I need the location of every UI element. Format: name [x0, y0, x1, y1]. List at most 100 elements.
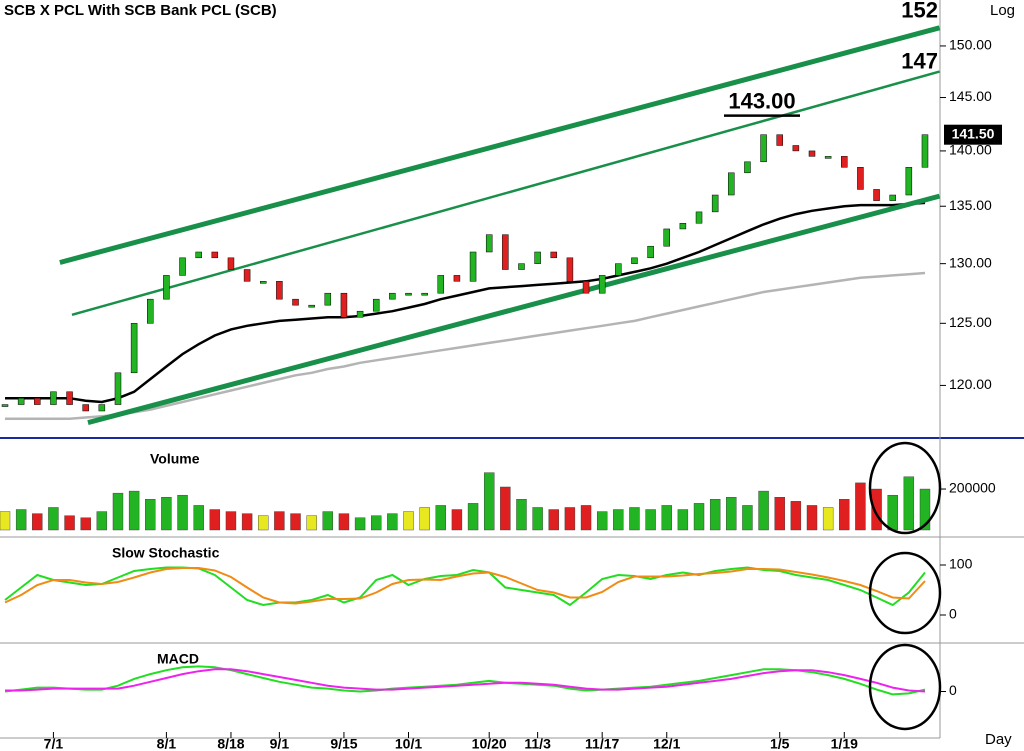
y-tick-label: 200000: [949, 480, 996, 496]
volume-bar: [661, 505, 672, 531]
x-tick-label: 11/3: [524, 736, 551, 751]
candle: [389, 292, 396, 300]
volume-bar: [564, 507, 576, 531]
candle: [695, 211, 703, 224]
candle: [50, 391, 57, 405]
x-tick-label: 7/1: [44, 736, 64, 751]
volume-bar: [903, 476, 915, 531]
y-tick-label: 0: [949, 606, 957, 622]
trendline: [71, 70, 940, 317]
y-tick-label: 150.00: [949, 37, 992, 53]
x-tick-label: 8/1: [157, 736, 177, 751]
scale-label: Log: [990, 2, 1015, 19]
volume-bar: [0, 511, 11, 531]
y-tick-label: 120.00: [949, 376, 992, 392]
volume-bar: [467, 503, 479, 531]
indicator-line: [4, 665, 926, 696]
volume-bar: [128, 490, 140, 531]
annotation: 147: [901, 48, 938, 73]
volume-bar: [758, 490, 769, 531]
candle: [631, 257, 638, 264]
candle: [598, 275, 606, 294]
candle: [34, 397, 41, 405]
volume-bar: [241, 513, 253, 531]
candle: [615, 263, 622, 276]
candle: [534, 251, 541, 264]
candle: [582, 281, 590, 294]
volume-bar: [274, 511, 285, 531]
candle: [340, 292, 348, 318]
candle: [98, 404, 106, 412]
x-tick-label: 12/1: [653, 736, 680, 751]
candle: [163, 275, 170, 300]
candle: [760, 134, 767, 163]
indicator-line: [4, 566, 926, 607]
panel-title: Volume: [150, 451, 200, 467]
candle: [259, 281, 267, 284]
indicator-line: [5, 668, 926, 693]
candle: [485, 234, 493, 253]
y-tick-label: 145.00: [949, 88, 992, 104]
candle: [921, 134, 929, 168]
volume-bar: [419, 507, 430, 531]
annotation: 152: [901, 0, 938, 23]
highlight-circle: [868, 643, 942, 731]
volume-bar: [225, 511, 237, 531]
candle: [841, 156, 848, 168]
volume-bar: [742, 505, 753, 531]
volume-bar: [596, 511, 608, 531]
volume-bar: [32, 513, 43, 531]
candle: [744, 161, 751, 174]
volume-bar: [403, 511, 414, 531]
candle: [550, 251, 558, 259]
x-tick-label: 1/5: [770, 736, 790, 751]
volume-bar: [726, 497, 737, 531]
candle: [276, 281, 283, 300]
y-tick-label: 0: [949, 682, 957, 698]
indicator-line: [4, 567, 926, 605]
volume-bar: [629, 507, 640, 531]
candle: [728, 172, 735, 196]
candle: [421, 292, 428, 296]
candle: [711, 194, 719, 213]
candle: [469, 251, 477, 282]
y-tick-label: 135.00: [949, 197, 992, 213]
candle: [372, 298, 380, 312]
candle: [195, 251, 202, 259]
volume-bar: [500, 486, 511, 531]
price-tag: [944, 124, 1002, 145]
candle: [824, 156, 832, 159]
volume-bar: [387, 513, 398, 531]
candle: [324, 292, 332, 306]
candle: [82, 404, 89, 412]
volume-bar: [80, 517, 91, 531]
candle: [792, 145, 800, 152]
panel-title: Slow Stochastic: [112, 545, 220, 561]
highlight-circle: [868, 551, 942, 635]
panel-title: MACD: [157, 651, 199, 667]
highlight-circle: [868, 441, 942, 535]
volume-bar: [338, 513, 350, 531]
candle: [308, 304, 315, 308]
volume-bar: [193, 505, 204, 531]
volume-bar: [516, 499, 527, 531]
x-axis-label: Day: [985, 731, 1012, 748]
volume-bar: [290, 513, 301, 531]
candle: [130, 323, 138, 374]
candle: [437, 275, 445, 294]
annotation: 143.00: [728, 88, 795, 113]
x-tick-label: 8/18: [217, 736, 244, 751]
volume-bar: [839, 499, 850, 531]
volume-bar: [306, 515, 317, 531]
candle: [405, 292, 412, 296]
volume-bar: [709, 499, 721, 531]
volume-bar: [161, 497, 172, 531]
y-tick-label: 125.00: [949, 314, 992, 330]
volume-bar: [532, 507, 543, 531]
volume-bar: [96, 511, 108, 531]
candle: [647, 245, 654, 259]
volume-bar: [209, 509, 221, 531]
candle: [776, 134, 783, 146]
